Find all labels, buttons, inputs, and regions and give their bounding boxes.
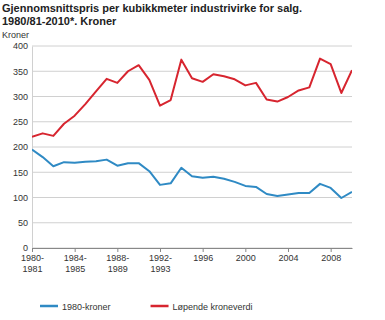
x-tick-label: 2008 (321, 253, 341, 263)
y-tick-label: 150 (13, 168, 28, 178)
grid-line (32, 46, 352, 47)
x-tick-mark (160, 248, 161, 252)
y-tick: 200 (13, 142, 32, 152)
x-axis: 1980-1981 1984-1985 1988-1989 1992-1993 1996… (21, 248, 353, 274)
x-tick-mark (288, 248, 289, 252)
legend-label: 1980-kroner (62, 302, 111, 312)
x-tick: 1992-1993 (149, 248, 172, 274)
y-tick-label: 300 (13, 92, 28, 102)
y-axis-line (32, 47, 33, 249)
y-tick: 350 (13, 67, 32, 77)
y-tick: 50 (18, 218, 32, 228)
title: Gjennomsnittspris per kubikkmeter indust… (2, 2, 302, 27)
y-axis: 0 50 100 150 200 250 300 350 400 (13, 41, 33, 253)
x-tick: 2004 (278, 248, 298, 263)
y-tick-label: 200 (13, 142, 28, 152)
x-tick-mark (117, 248, 118, 252)
legend-swatch (40, 305, 58, 308)
grid-line (32, 147, 352, 148)
x-tick: 1988-1989 (106, 248, 129, 274)
y-tick-label: 100 (13, 193, 28, 203)
y-tick-label: 350 (13, 67, 28, 77)
x-tick-label-line: 1989 (108, 264, 128, 274)
x-tick-label-line: 1984- (64, 253, 87, 263)
x-tick-label: 2000 (236, 253, 256, 263)
series-line (32, 150, 352, 198)
y-tick: 100 (13, 193, 32, 203)
x-tick: 1996 (193, 248, 213, 263)
legend-item: Løpende kroneverdi (151, 302, 253, 312)
x-tick-label: 1984-1985 (64, 253, 87, 273)
y-tick: 300 (13, 92, 32, 102)
x-tick-label-line: 2004 (278, 253, 298, 263)
legend: 1980-kroner Løpende kroneverdi (40, 302, 253, 312)
y-axis-title: Kroner (2, 30, 29, 40)
legend-swatch (151, 305, 169, 308)
x-tick: 2008 (321, 248, 341, 263)
grid-line (32, 222, 352, 223)
y-tick-label: 250 (13, 117, 28, 127)
series-line (32, 59, 352, 137)
x-tick-label: 1980-1981 (21, 253, 44, 273)
title-line: Gjennomsnittspris per kubikkmeter indust… (2, 2, 302, 14)
x-tick-mark (32, 248, 33, 252)
grid-line (32, 172, 352, 173)
y-tick: 150 (13, 168, 32, 178)
x-tick-label: 1988-1989 (106, 253, 129, 273)
x-tick-label: 1996 (193, 253, 213, 263)
y-tick-label: 400 (13, 41, 28, 51)
grid-line (32, 121, 352, 122)
x-tick-mark (203, 248, 204, 252)
x-tick: 1984-1985 (64, 248, 87, 274)
title-line: 1980/81-2010*. Kroner (2, 15, 117, 27)
y-tick: 250 (13, 117, 32, 127)
x-tick-label-line: 1988- (106, 253, 129, 263)
chart: Gjennomsnittspris per kubikkmeter indust… (0, 0, 385, 320)
x-tick-label-line: 2000 (236, 253, 256, 263)
y-tick: 400 (13, 41, 32, 51)
x-axis-line (33, 248, 353, 249)
x-tick-label-line: 1985 (65, 264, 85, 274)
plot-area (32, 59, 352, 198)
grid-line (32, 71, 352, 72)
legend-item: 1980-kroner (40, 302, 111, 312)
x-tick-label-line: 1992- (149, 253, 172, 263)
grid-line (32, 248, 352, 249)
grid-line (32, 197, 352, 198)
x-tick-mark (75, 248, 76, 252)
x-tick-mark (331, 248, 332, 252)
x-tick-label-line: 1996 (193, 253, 213, 263)
x-tick: 2000 (236, 248, 256, 263)
y-tick: 0 (23, 243, 32, 253)
x-tick-label-line: 1980- (21, 253, 44, 263)
grid-line (32, 96, 352, 97)
y-tick-label: 50 (18, 218, 28, 228)
x-tick: 1980-1981 (21, 248, 44, 274)
legend-label: Løpende kroneverdi (173, 302, 253, 312)
x-tick-label-line: 1981 (22, 264, 42, 274)
x-tick-label: 2004 (278, 253, 298, 263)
x-tick-label: 1992-1993 (149, 253, 172, 273)
x-tick-mark (245, 248, 246, 252)
x-tick-label-line: 1993 (150, 264, 170, 274)
y-tick-label: 0 (23, 243, 28, 253)
x-tick-label-line: 2008 (321, 253, 341, 263)
